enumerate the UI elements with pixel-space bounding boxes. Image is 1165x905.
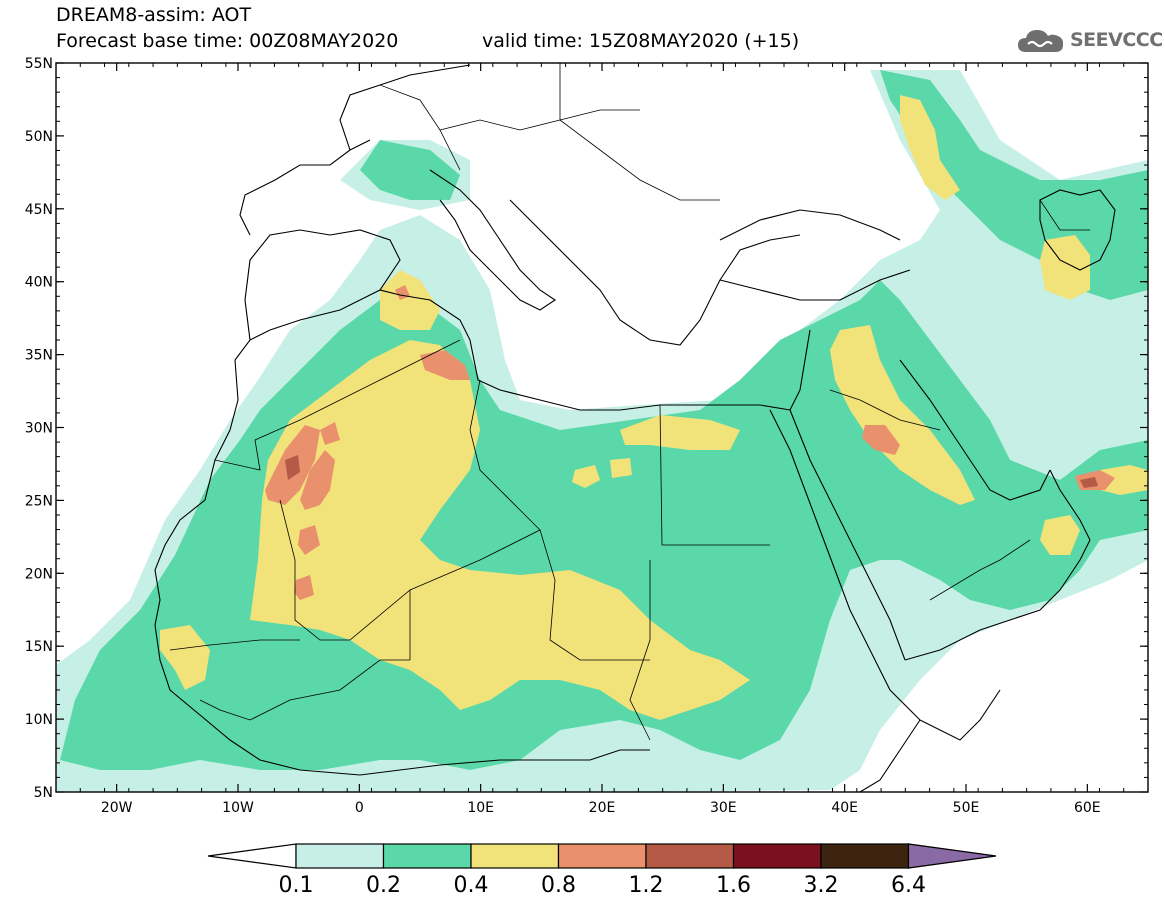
map-title: DREAM8-assim: AOT [56, 4, 252, 26]
valid-time: valid time: 15Z08MAY2020 (+15) [482, 30, 800, 52]
x-tick-label: 60E [1074, 800, 1101, 816]
colorbar: 0.1 0.2 0.4 0.8 1.2 1.6 3.2 6.4 [207, 843, 997, 898]
x-tick-label: 40E [831, 800, 858, 816]
colorbar-swatch [732, 843, 822, 869]
logo-text: SEEVCCC [1070, 29, 1163, 51]
y-tick-label: 45N [25, 202, 53, 218]
colorbar-label: 1.2 [629, 873, 664, 898]
colorbar-under-triangle [207, 843, 297, 869]
colorbar-label: 1.6 [716, 873, 751, 898]
aot-field [56, 63, 1148, 792]
x-tick-label: 20W [101, 800, 133, 816]
cloud-icon [1018, 30, 1064, 52]
colorbar-swatch [295, 843, 385, 869]
x-tick-label: 0 [355, 800, 364, 816]
x-tick-label: 50E [953, 800, 980, 816]
colorbar-swatch [470, 843, 560, 869]
colorbar-label: 3.2 [804, 873, 839, 898]
colorbar-swatch [557, 843, 647, 869]
aot-contour-1.2 [285, 455, 1098, 488]
y-axis: 55N 50N 45N 40N 35N 30N 25N 20N 15N 10N 5N [25, 56, 1148, 801]
y-tick-label: 50N [25, 129, 53, 145]
forecast-base-time: Forecast base time: 00Z08MAY2020 [56, 30, 399, 52]
x-tick-label: 30E [710, 800, 737, 816]
colorbar-label: 0.8 [541, 873, 576, 898]
y-tick-label: 55N [25, 56, 53, 72]
y-tick-label: 25N [25, 493, 53, 509]
aot-contour-0.4 [160, 95, 1148, 720]
colorbar-over-triangle [907, 843, 997, 869]
x-tick-label: 20E [589, 800, 616, 816]
x-tick-label: 10W [222, 800, 254, 816]
y-tick-label: 15N [25, 639, 53, 655]
y-tick-label: 40N [25, 275, 53, 291]
coastlines [154, 64, 1116, 792]
colorbar-swatch [645, 843, 735, 869]
seevccc-logo: SEEVCCC [1016, 24, 1163, 56]
x-axis: 20W 10W 0 10E 20E 30E 40E 50E 60E [55, 63, 1149, 816]
y-tick-label: 35N [25, 348, 53, 364]
colorbar-swatch [382, 843, 472, 869]
y-tick-label: 10N [25, 712, 53, 728]
colorbar-label: 0.1 [279, 873, 314, 898]
y-tick-label: 5N [34, 785, 53, 801]
colorbar-label: 0.4 [454, 873, 489, 898]
y-tick-label: 30N [25, 421, 53, 437]
colorbar-swatch [820, 843, 910, 869]
y-tick-label: 20N [25, 566, 53, 582]
x-tick-label: 10E [467, 800, 494, 816]
country-borders [169, 63, 1090, 741]
colorbar-label: 6.4 [891, 873, 926, 898]
colorbar-label: 0.2 [366, 873, 401, 898]
